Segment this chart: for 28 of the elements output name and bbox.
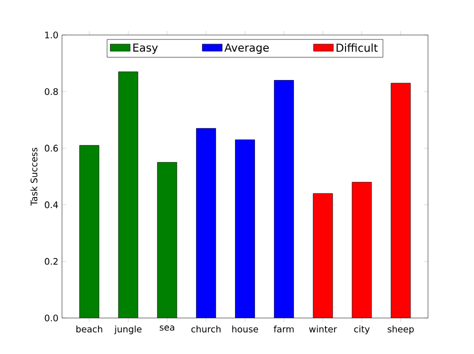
bar [390,82,411,318]
y-tick-label: 0.6 [44,144,58,152]
bar [196,128,216,318]
legend-label: Easy [133,44,158,54]
y-tick-label: 0.0 [44,314,58,322]
bar [235,140,255,318]
legend-label: Average [224,44,269,54]
bar [157,162,178,318]
bar [79,145,100,318]
bar [274,80,294,318]
bar [312,193,333,318]
x-tick-label: house [232,326,258,332]
y-axis-title: Task Success [30,148,38,206]
x-tick-label: city [354,326,370,334]
y-tick-label: 0.8 [44,88,58,95]
bar [118,72,138,318]
x-tick-label: sheep [388,326,414,334]
y-tick-label: 1.0 [45,32,58,38]
x-tick-label: church [191,326,221,332]
legend-label: Difficult [336,43,378,52]
bar [352,182,372,318]
x-tick-label: jungle [114,326,142,334]
x-tick-label: winter [309,326,337,332]
y-tick-label: 0.2 [44,258,58,265]
x-tick-label: farm [274,326,294,332]
x-tick-label: beach [76,326,102,332]
x-tick-label: sea [160,326,174,331]
y-tick-label: 0.4 [44,201,58,208]
